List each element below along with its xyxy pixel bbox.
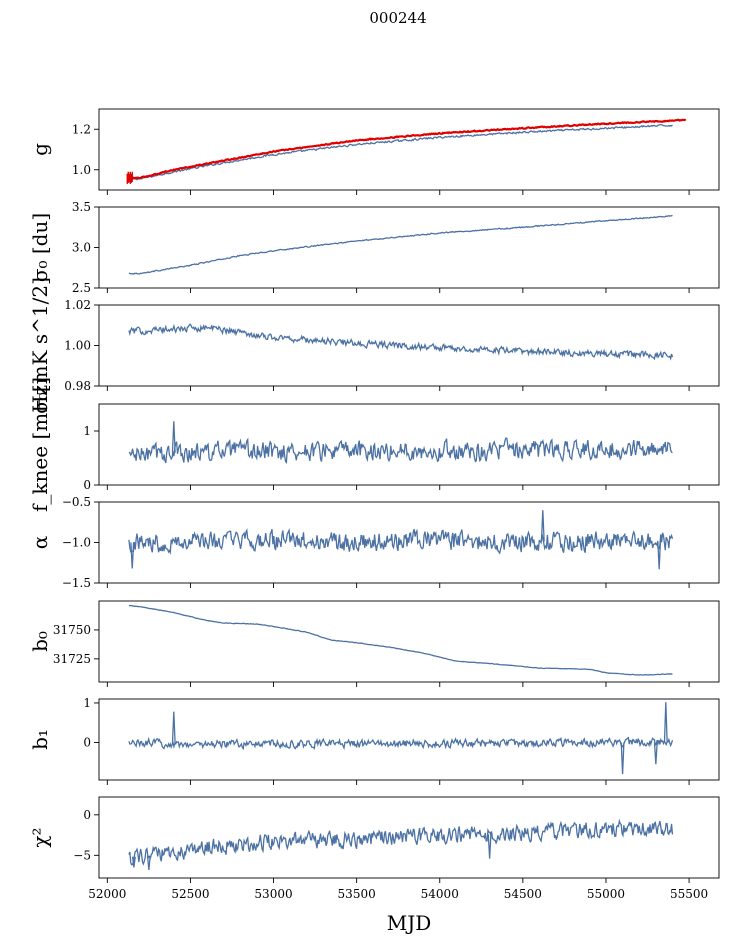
y-tick-label: 1.00 bbox=[64, 339, 91, 353]
series-line-alpha-1 bbox=[128, 528, 674, 555]
y-tick-label: −1.0 bbox=[62, 536, 91, 550]
x-tick-label: 55500 bbox=[670, 887, 708, 901]
subplot-b1: 0 1 b₁ bbox=[28, 696, 720, 785]
series-line-fknee-1 bbox=[128, 437, 673, 464]
y-axis-label-alpha: α bbox=[28, 536, 52, 550]
series-line-b1-1 bbox=[128, 736, 674, 751]
y-tick-label: 1 bbox=[83, 424, 91, 438]
series-line-b0-1 bbox=[128, 604, 673, 676]
axes-frame bbox=[98, 698, 720, 781]
y-tick-label: 3.0 bbox=[72, 241, 91, 255]
x-tick-label: 55000 bbox=[587, 887, 625, 901]
y-tick-label: 0 bbox=[83, 808, 91, 822]
y-axis-label-fknee: f_knee [mHz] bbox=[28, 377, 52, 512]
y-tick-label: 31725 bbox=[53, 652, 91, 666]
axes-background bbox=[99, 699, 719, 780]
y-tick-label: −1.5 bbox=[62, 576, 91, 590]
x-tick-label: 54000 bbox=[421, 887, 459, 901]
y-axis-label-b1: b₁ bbox=[28, 729, 52, 750]
y-axis-label-b0: b₀ bbox=[28, 631, 52, 652]
series-spike-alpha-3 bbox=[657, 540, 662, 570]
series-line-g-2 bbox=[128, 118, 687, 180]
series-spike-b1-1 bbox=[171, 711, 176, 744]
series-line-sigma0_du-1 bbox=[128, 214, 673, 275]
subplot-alpha: −1.5 −1.0 −0.5 α bbox=[28, 495, 720, 590]
series-spike-chi2-2 bbox=[146, 855, 151, 870]
y-tick-label: −5 bbox=[73, 848, 91, 862]
subplot-fknee: 0 1 f_knee [mHz] bbox=[28, 377, 720, 512]
y-axis-label-sigma0_mk: σ₀[mK s^1/2] bbox=[28, 277, 52, 414]
y-tick-label: 0.98 bbox=[64, 379, 91, 393]
series-line-sigma0_mk-1 bbox=[128, 323, 674, 361]
y-axis-label-g: g bbox=[28, 143, 52, 156]
series-spike-chi2-3 bbox=[487, 834, 492, 859]
x-tick-label: 53500 bbox=[338, 887, 376, 901]
axes-background bbox=[99, 305, 719, 386]
y-tick-label: 31750 bbox=[53, 623, 91, 637]
y-axis-label-chi2: χ² bbox=[28, 827, 52, 847]
x-tick-label: 52000 bbox=[88, 887, 126, 901]
y-tick-label: 3.5 bbox=[72, 200, 91, 214]
subplot-sigma0_mk: 0.98 1.00 1.02 σ₀[mK s^1/2] bbox=[28, 277, 720, 414]
x-tick-label: 52500 bbox=[171, 887, 209, 901]
series-spike-fknee-1 bbox=[171, 421, 176, 453]
y-tick-label: 0 bbox=[83, 478, 91, 492]
figure-suptitle: 000244 bbox=[369, 9, 426, 27]
y-tick-label: 1.2 bbox=[72, 122, 91, 136]
axes-frame bbox=[98, 796, 720, 879]
axes-frame bbox=[98, 108, 720, 191]
y-tick-label: −0.5 bbox=[62, 495, 91, 509]
y-tick-label: 1 bbox=[83, 696, 91, 710]
y-tick-label: 2.5 bbox=[72, 281, 91, 295]
series-spike-b1-2 bbox=[620, 742, 625, 775]
axes-background bbox=[99, 601, 719, 682]
y-tick-label: 0 bbox=[83, 735, 91, 749]
axes-background bbox=[99, 404, 719, 485]
y-axis-label-sigma0_du: σ₀ [du] bbox=[28, 213, 52, 282]
series-spike-alpha-1 bbox=[130, 542, 135, 569]
series-spike-b1-4 bbox=[653, 742, 658, 765]
subplot-grid: 1.0 1.2 g 2.5 3.0 3.5 σ₀ [du] 0.98 1.00 1.02 σ₀[mK… bbox=[28, 108, 720, 901]
x-axis-label: MJD bbox=[387, 911, 432, 935]
series-line-g-1 bbox=[128, 124, 673, 181]
series-spike-b1-3 bbox=[663, 702, 668, 743]
axes-background bbox=[99, 109, 719, 190]
axes-frame bbox=[98, 403, 720, 486]
subplot-sigma0_du: 2.5 3.0 3.5 σ₀ [du] bbox=[28, 200, 720, 295]
axes-frame bbox=[98, 600, 720, 683]
series-spike-chi2-1 bbox=[131, 856, 136, 868]
series-line-chi2-1 bbox=[128, 818, 674, 866]
subplot-g: 1.0 1.2 g bbox=[28, 108, 720, 195]
series-spike-alpha-2 bbox=[540, 510, 545, 542]
x-tick-label: 53000 bbox=[254, 887, 292, 901]
axes-background bbox=[99, 797, 719, 878]
subplot-chi2: −5 0 52000 52500 53000 53500 54000 54500 55000 55… bbox=[28, 796, 720, 901]
y-tick-label: 1.0 bbox=[72, 163, 91, 177]
x-tick-label: 54500 bbox=[504, 887, 542, 901]
y-tick-label: 1.02 bbox=[64, 298, 91, 312]
